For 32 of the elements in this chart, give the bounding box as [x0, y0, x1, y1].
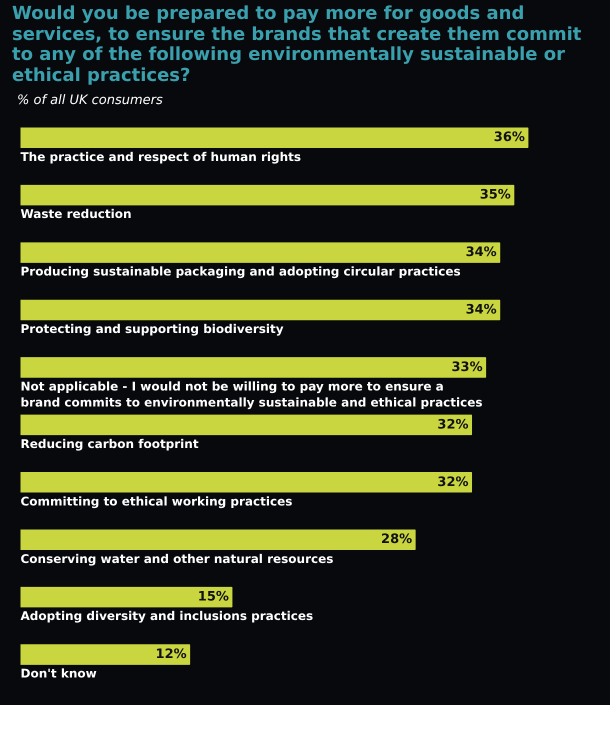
data-label: 35%	[480, 188, 511, 203]
y-tick-label: Committing to ethical working practices	[20, 494, 292, 509]
data-label: 32%	[437, 418, 469, 433]
bar	[20, 300, 500, 321]
y-tick-label: Adopting diversity and inclusions practices	[20, 610, 314, 624]
bar	[20, 472, 472, 493]
y-tick-label: Waste reduction	[20, 208, 132, 222]
bar	[20, 587, 232, 608]
bar	[20, 357, 486, 378]
y-tick-label: Reducing carbon footprint	[20, 437, 199, 452]
data-label: 32%	[437, 475, 469, 490]
data-label: 36%	[494, 130, 525, 146]
y-tick-label: Don't know	[20, 666, 97, 681]
chart-title: Would you be prepared to pay more for goods and services, to ensure the brands that create them commit to any of the following environmentally sustainable or ethical practices?	[12, 3, 582, 87]
data-label: 34%	[466, 245, 497, 260]
bar	[20, 242, 500, 264]
bar	[20, 414, 472, 436]
data-label: 15%	[198, 590, 229, 605]
data-label: 33%	[452, 360, 483, 376]
data-label: 28%	[381, 532, 412, 548]
bar	[20, 185, 514, 206]
bar	[20, 128, 528, 148]
data-label: 12%	[156, 647, 187, 662]
bar	[20, 530, 416, 550]
bar	[20, 644, 190, 666]
y-tick-label: Producing sustainable packaging and adopting circular practices	[20, 264, 461, 279]
chart-subtitle: % of all UK consumers	[17, 92, 163, 110]
y-tick-label: The practice and respect of human rights	[20, 150, 301, 164]
y-tick-label: Not applicable - I would not be willing to pay more to ensure a brand commits to environmentally sustainable and ethical practices	[20, 380, 483, 410]
data-label: 34%	[466, 302, 497, 318]
y-tick-label: Conserving water and other natural resources	[20, 552, 334, 566]
y-tick-label: Protecting and supporting biodiversity	[20, 322, 284, 336]
